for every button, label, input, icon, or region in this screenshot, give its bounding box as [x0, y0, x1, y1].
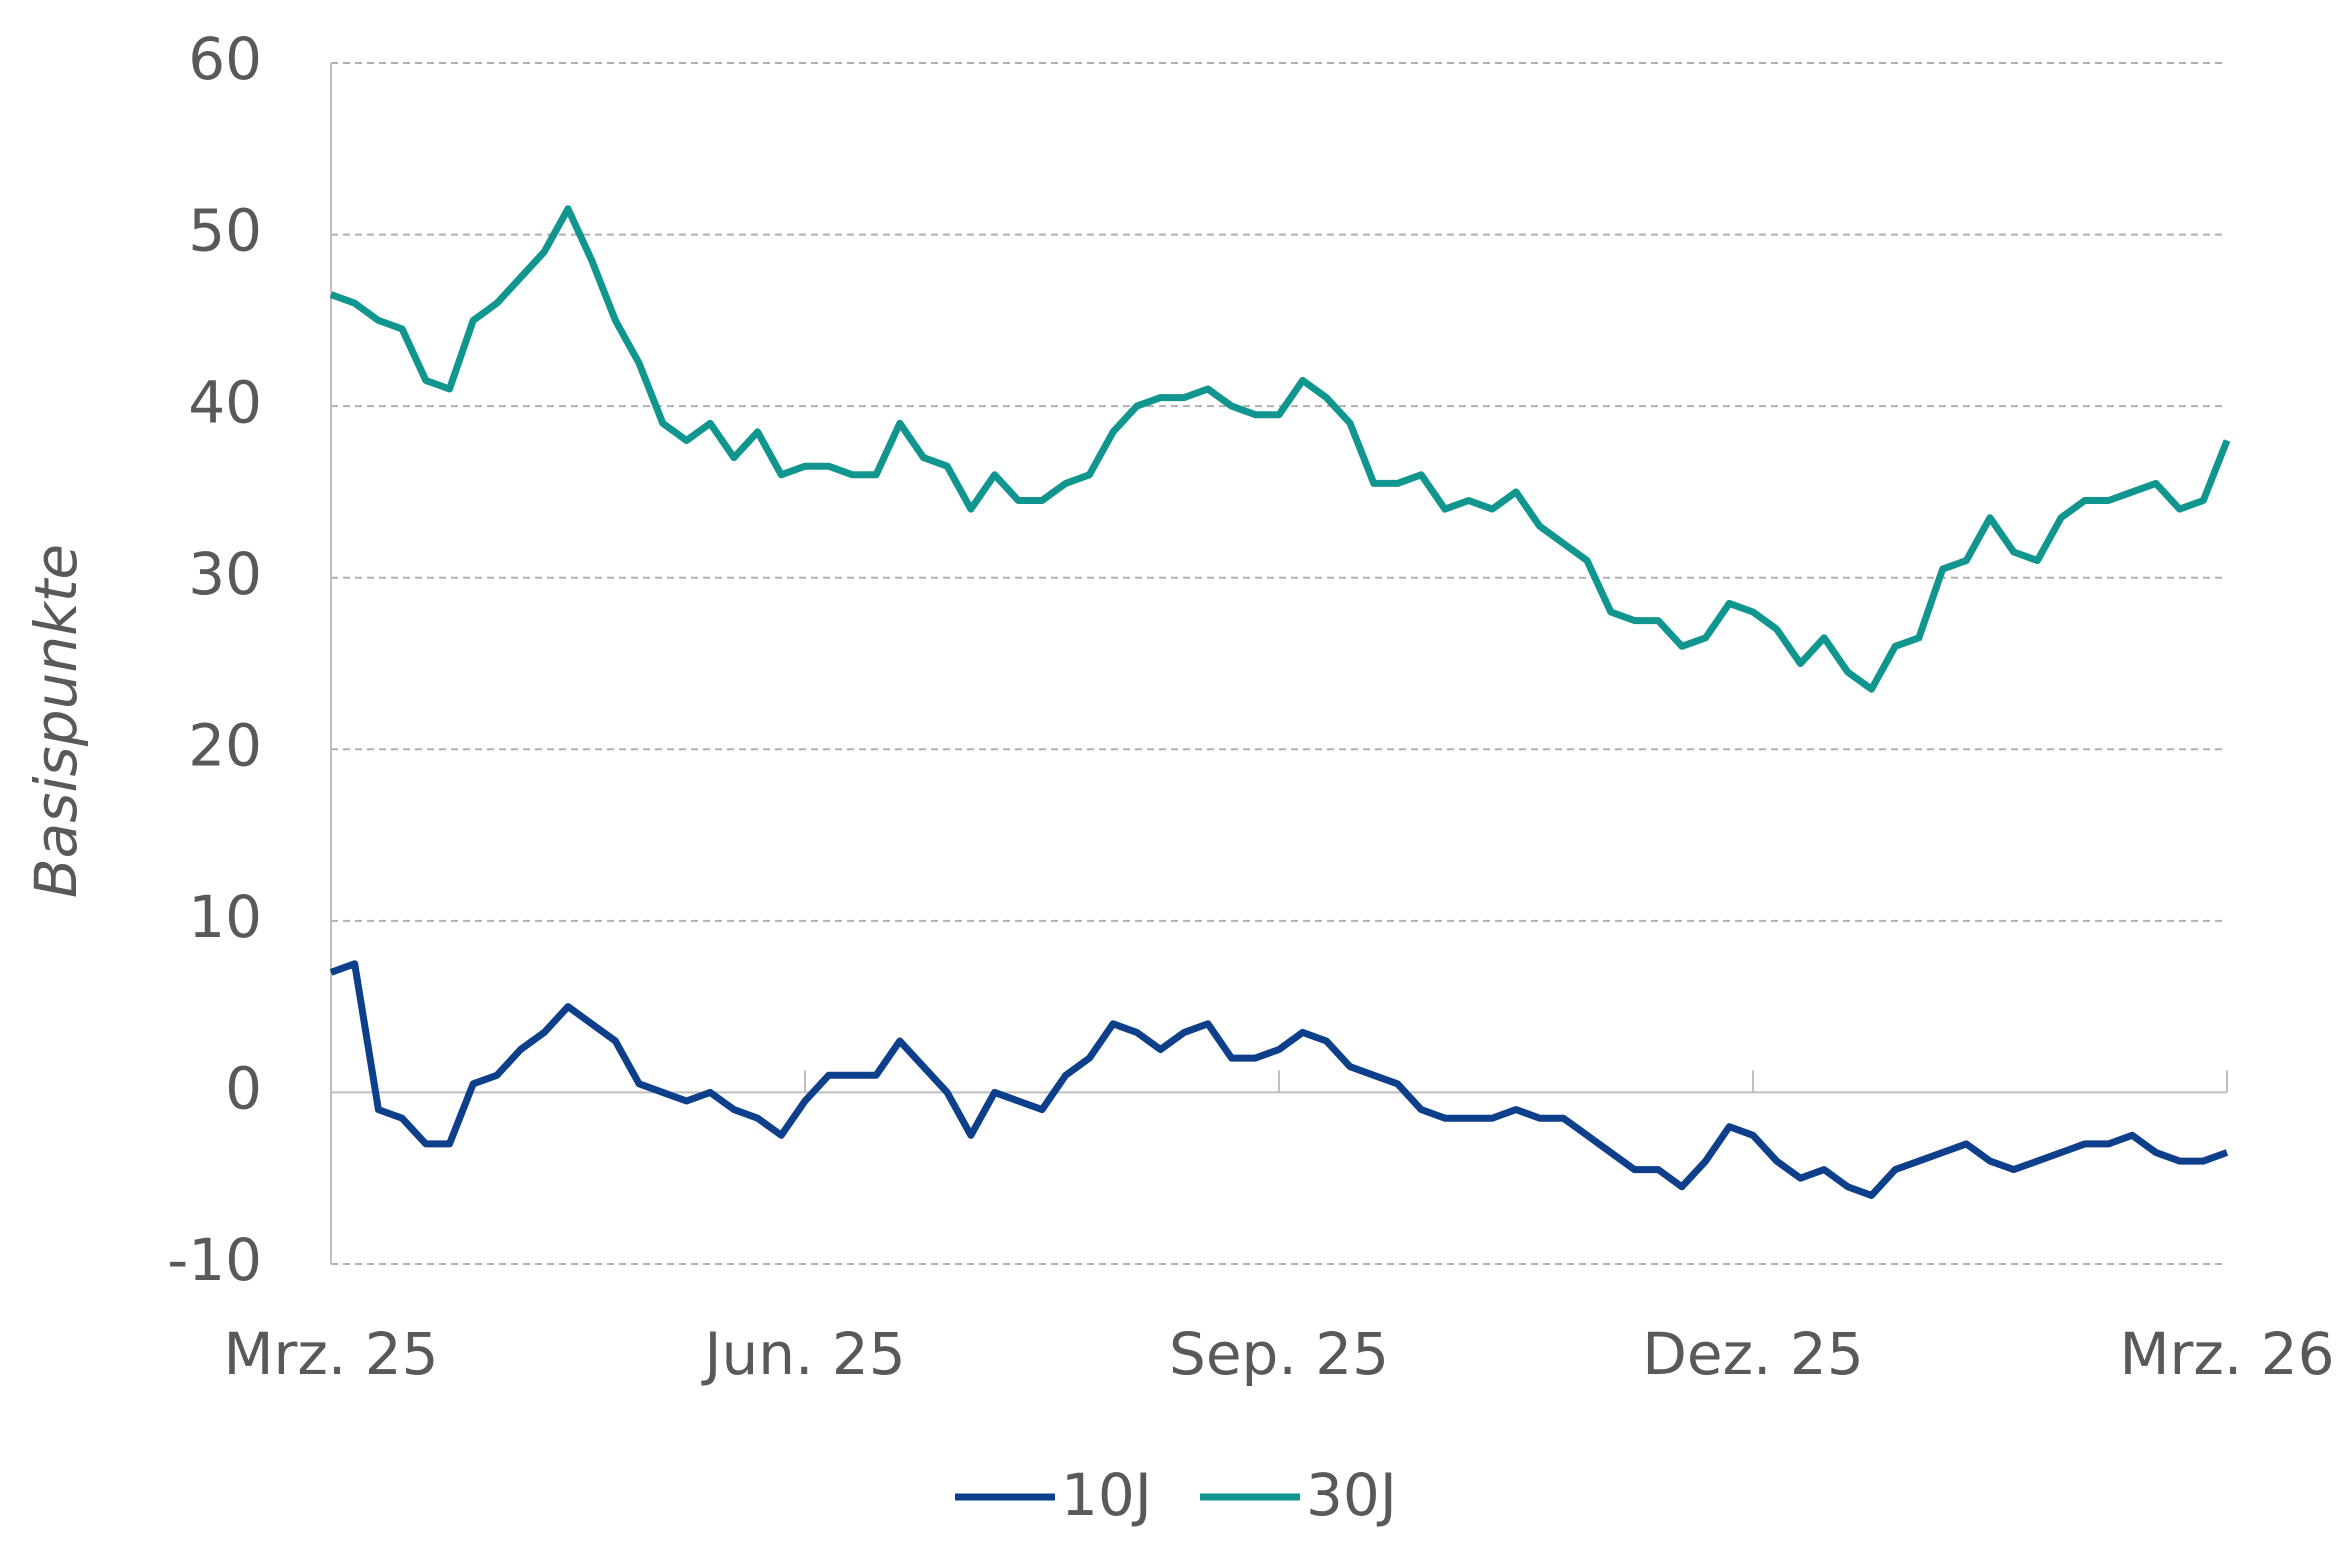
x-tick-label: Mrz. 26 [2119, 1320, 2334, 1388]
y-tick-label: 60 [188, 25, 262, 93]
x-tick-label: Sep. 25 [1169, 1320, 1389, 1388]
y-tick-label: 20 [188, 711, 262, 779]
legend-label: 30J [1306, 1461, 1397, 1529]
y-axis-label: Basispunkte [22, 544, 90, 898]
y-tick-label: 30 [188, 540, 262, 608]
y-tick-label: 0 [225, 1055, 262, 1123]
series-line [329, 205, 2231, 693]
y-tick-label: 40 [188, 368, 262, 436]
y-tick-label: 50 [188, 197, 262, 265]
x-tick-label: Jun. 25 [701, 1320, 905, 1388]
series-line [329, 960, 2229, 1199]
y-tick-label: -10 [167, 1226, 262, 1294]
legend-label: 10J [1061, 1461, 1152, 1529]
x-tick-label: Dez. 25 [1642, 1320, 1863, 1388]
y-tick-label: 10 [188, 883, 262, 951]
x-tick-label: Mrz. 25 [223, 1320, 438, 1388]
